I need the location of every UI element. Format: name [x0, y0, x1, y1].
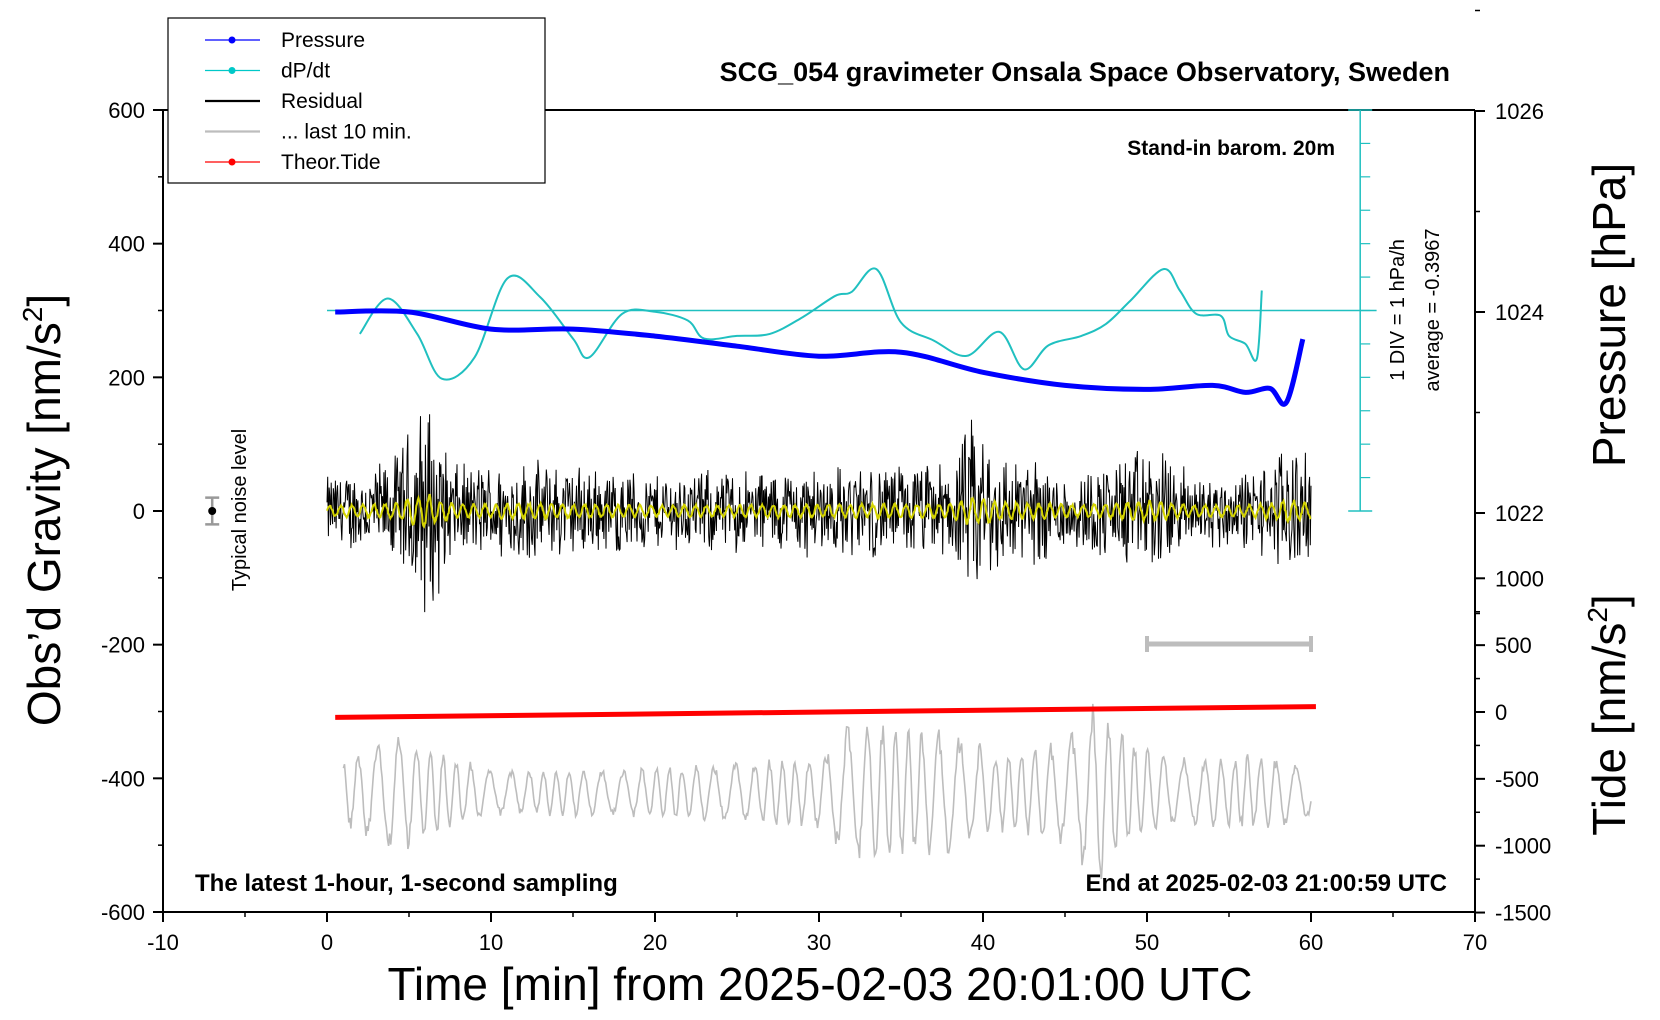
y-tick-label: 0 [133, 499, 145, 524]
left-axis-label: Obs’d Gravity [nm/s2] [17, 294, 70, 726]
footer-left-label: The latest 1-hour, 1-second sampling [195, 870, 618, 897]
tide-axis-label-main: Tide [nm/s [1583, 623, 1635, 836]
barometer-label: Stand-in barom. 20m [1127, 137, 1335, 160]
legend-marker [228, 36, 236, 44]
tide-tick-label: -1500 [1495, 901, 1551, 926]
x-tick-label: 70 [1463, 930, 1487, 955]
tide-tick-label: -1000 [1495, 834, 1551, 859]
average-label: average = -0.3967 [1422, 229, 1444, 392]
pressure-tick-label: 1022 [1495, 501, 1544, 526]
chart-title: SCG_054 gravimeter Onsala Space Observat… [720, 57, 1450, 87]
tide-tick-label: -500 [1495, 767, 1539, 792]
y-tick-label: -600 [101, 900, 145, 925]
x-ticks: -10 0 10 20 30 40 50 60 70 [147, 912, 1487, 955]
x-tick-label: -10 [147, 930, 179, 955]
pressure-tick-label: 1026 [1495, 99, 1544, 124]
x-tick-label: 30 [807, 930, 831, 955]
left-axis-label-sup: 2 [17, 307, 48, 323]
noise-label: Typical noise level [229, 429, 251, 591]
left-axis-label-end: ] [18, 294, 70, 307]
tide-axis-label: Tide [nm/s2] [1582, 594, 1635, 835]
legend-label: ... last 10 min. [281, 121, 412, 144]
x-tick-label: 10 [479, 930, 503, 955]
legend-label: Pressure [281, 29, 365, 52]
left-y-ticks: -600 -400 -200 0 200 400 600 [101, 98, 163, 925]
pressure-axis-label: Pressure [hPa] [1583, 163, 1635, 467]
x-axis-label: Time [min] from 2025-02-03 20:01:00 UTC [388, 958, 1253, 1010]
tide-axis-label-end: ] [1583, 594, 1635, 607]
tide-tick-label: 0 [1495, 700, 1507, 725]
x-tick-label: 40 [971, 930, 995, 955]
pressure-ticks: 1022 1024 1026 [1475, 9, 1544, 615]
left-axis-label-main: Obs’d Gravity [nm/s [18, 322, 70, 726]
footer-right-label: End at 2025-02-03 21:00:59 UTC [1086, 870, 1448, 897]
noise-bar-dot [208, 507, 217, 515]
x-tick-label: 0 [321, 930, 333, 955]
tide-tick-label: 1000 [1495, 566, 1544, 591]
y-tick-label: -400 [101, 766, 145, 791]
pressure-tick-label: 1024 [1495, 300, 1544, 325]
tide-tick-label: 500 [1495, 633, 1532, 658]
dpdt-series [358, 267, 1263, 381]
x-tick-label: 20 [643, 930, 667, 955]
last-10-min-span-bar [1145, 635, 1313, 652]
legend-marker [228, 158, 236, 166]
legend-label: Residual [281, 90, 363, 113]
theoretical-tide-series [335, 704, 1316, 720]
y-tick-label: -200 [101, 633, 145, 658]
legend-label: Theor.Tide [281, 151, 381, 174]
tide-ticks: -1500 -1000 -500 0 500 1000 [1475, 566, 1551, 926]
x-tick-label: 50 [1135, 930, 1159, 955]
div-label: 1 DIV = 1 hPa/h [1387, 239, 1409, 381]
last-10-min-series [342, 703, 1312, 879]
noise-level-indicator [205, 496, 220, 526]
x-tick-label: 60 [1299, 930, 1323, 955]
y-tick-label: 600 [108, 98, 145, 123]
y-tick-label: 400 [108, 232, 145, 257]
pressure-series [335, 308, 1306, 407]
residual-smoothed-series [326, 493, 1312, 529]
legend-label: dP/dt [281, 60, 330, 83]
y-tick-label: 200 [108, 365, 145, 390]
tide-axis-label-sup: 2 [1582, 607, 1613, 623]
legend-marker [228, 67, 236, 74]
legend: Pressure dP/dt Residual ... last 10 min. The… [167, 17, 546, 184]
